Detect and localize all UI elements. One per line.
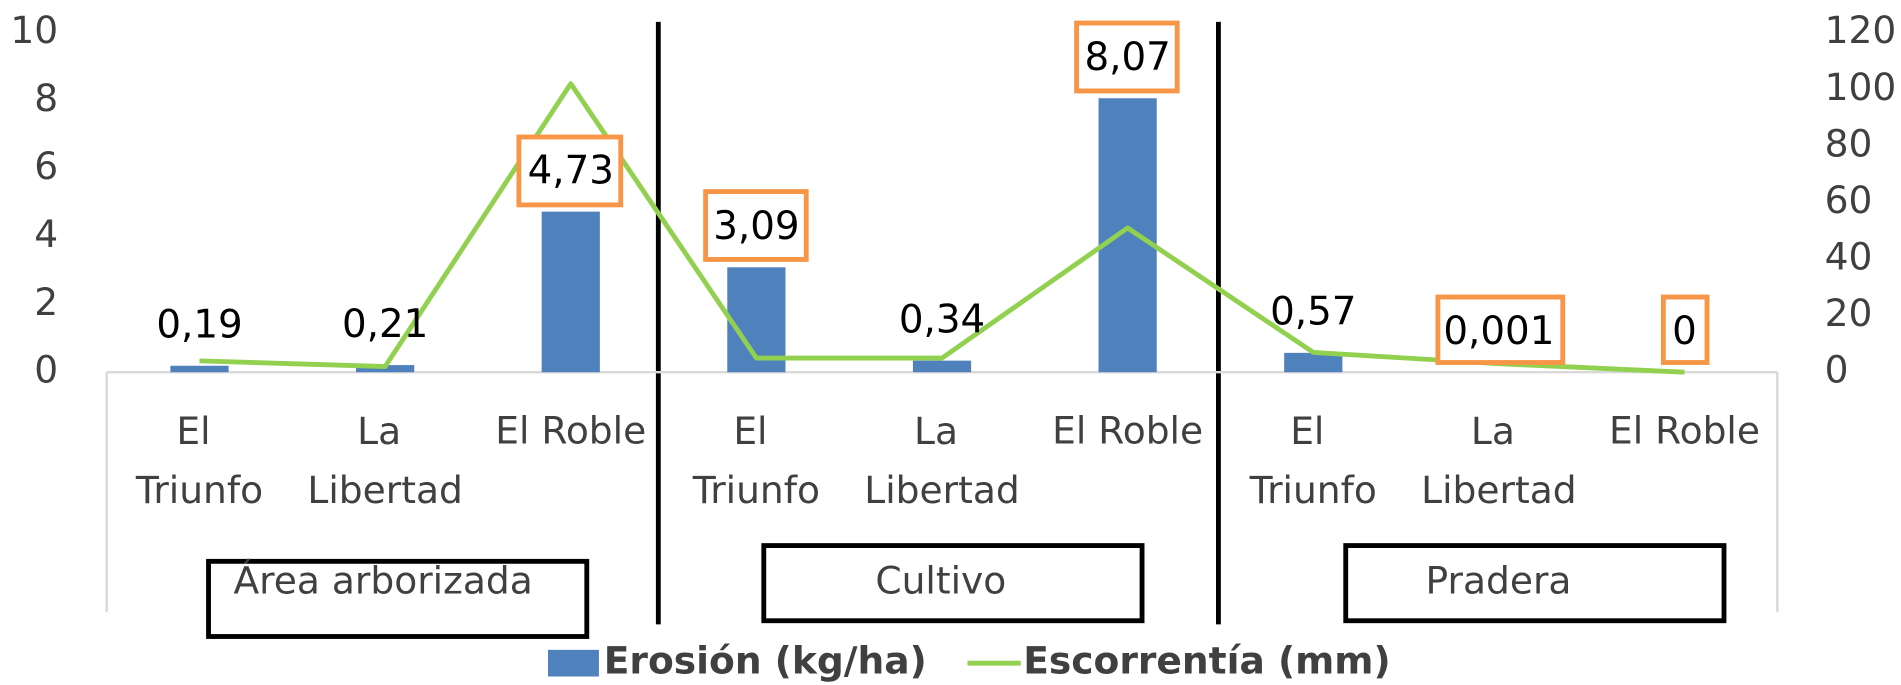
y-tick-label: 10 [10, 8, 58, 52]
group-box [206, 558, 590, 639]
x-tick-label: El Triunfo [1249, 408, 1377, 511]
x-tick-label: El Triunfo [692, 408, 820, 511]
legend-label: Erosión (kg/ha) [604, 639, 927, 683]
highlight-box [1074, 20, 1180, 94]
data-label: 0,34 [899, 297, 985, 342]
y2-tick-label: 80 [1825, 121, 1873, 165]
x-tick-label: La Libertad [307, 408, 462, 511]
x-tick-label: El Roble [495, 408, 646, 452]
y-tick-label: 0 [34, 348, 58, 392]
data-label: 0,001 [1443, 309, 1554, 354]
x-tick-label: El Roble [1609, 408, 1760, 452]
bar [170, 365, 229, 373]
highlight-box [1435, 294, 1566, 365]
y-tick-label: 8 [34, 76, 58, 120]
group-boxes [206, 543, 1727, 639]
x-tick-label: La Libertad [1421, 408, 1576, 511]
legend-swatch [547, 649, 599, 677]
legend-label: Escorrentía (mm) [1023, 639, 1390, 683]
y2-tick-label: 20 [1825, 291, 1873, 335]
data-label: 3,09 [713, 204, 799, 249]
data-label: 0,57 [1270, 290, 1356, 335]
highlight-box [703, 189, 809, 262]
highlight-box [1660, 294, 1710, 365]
x-tick-label: El Triunfo [135, 408, 263, 511]
group-label: Pradera [1426, 559, 1572, 603]
y-tick-label: 2 [34, 280, 58, 324]
y2-tick-label: 40 [1825, 235, 1873, 279]
y-tick-label: 4 [34, 212, 58, 256]
highlight-boxes [516, 20, 1710, 365]
data-label: 0,19 [156, 302, 242, 347]
highlight-box [516, 134, 624, 208]
labels: 0,19 0,21 4,73 3,09 0,34 8,07 0,57 0,001 0 [156, 35, 1697, 354]
bars [170, 98, 1528, 373]
group-label: Área arborizada [233, 559, 532, 603]
y2-tick-label: 100 [1825, 65, 1897, 109]
bar [1098, 98, 1157, 373]
data-label: 0,21 [342, 302, 428, 347]
group-box [761, 543, 1145, 624]
group-box [1343, 543, 1727, 624]
data-label: 8,07 [1084, 35, 1170, 80]
bar [1284, 352, 1343, 373]
y2-tick-label: 0 [1825, 348, 1849, 392]
bar [541, 211, 600, 373]
data-label: 4,73 [528, 148, 614, 193]
y-tick-label: 6 [34, 144, 58, 188]
y2-tick-label: 120 [1825, 8, 1897, 52]
y2-tick-label: 60 [1825, 178, 1873, 222]
bar [912, 360, 972, 373]
group-label: Cultivo [875, 559, 1006, 603]
data-label: 0 [1672, 309, 1697, 354]
x-tick-label: El Roble [1052, 408, 1203, 452]
x-tick-label: La Libertad [864, 408, 1019, 511]
